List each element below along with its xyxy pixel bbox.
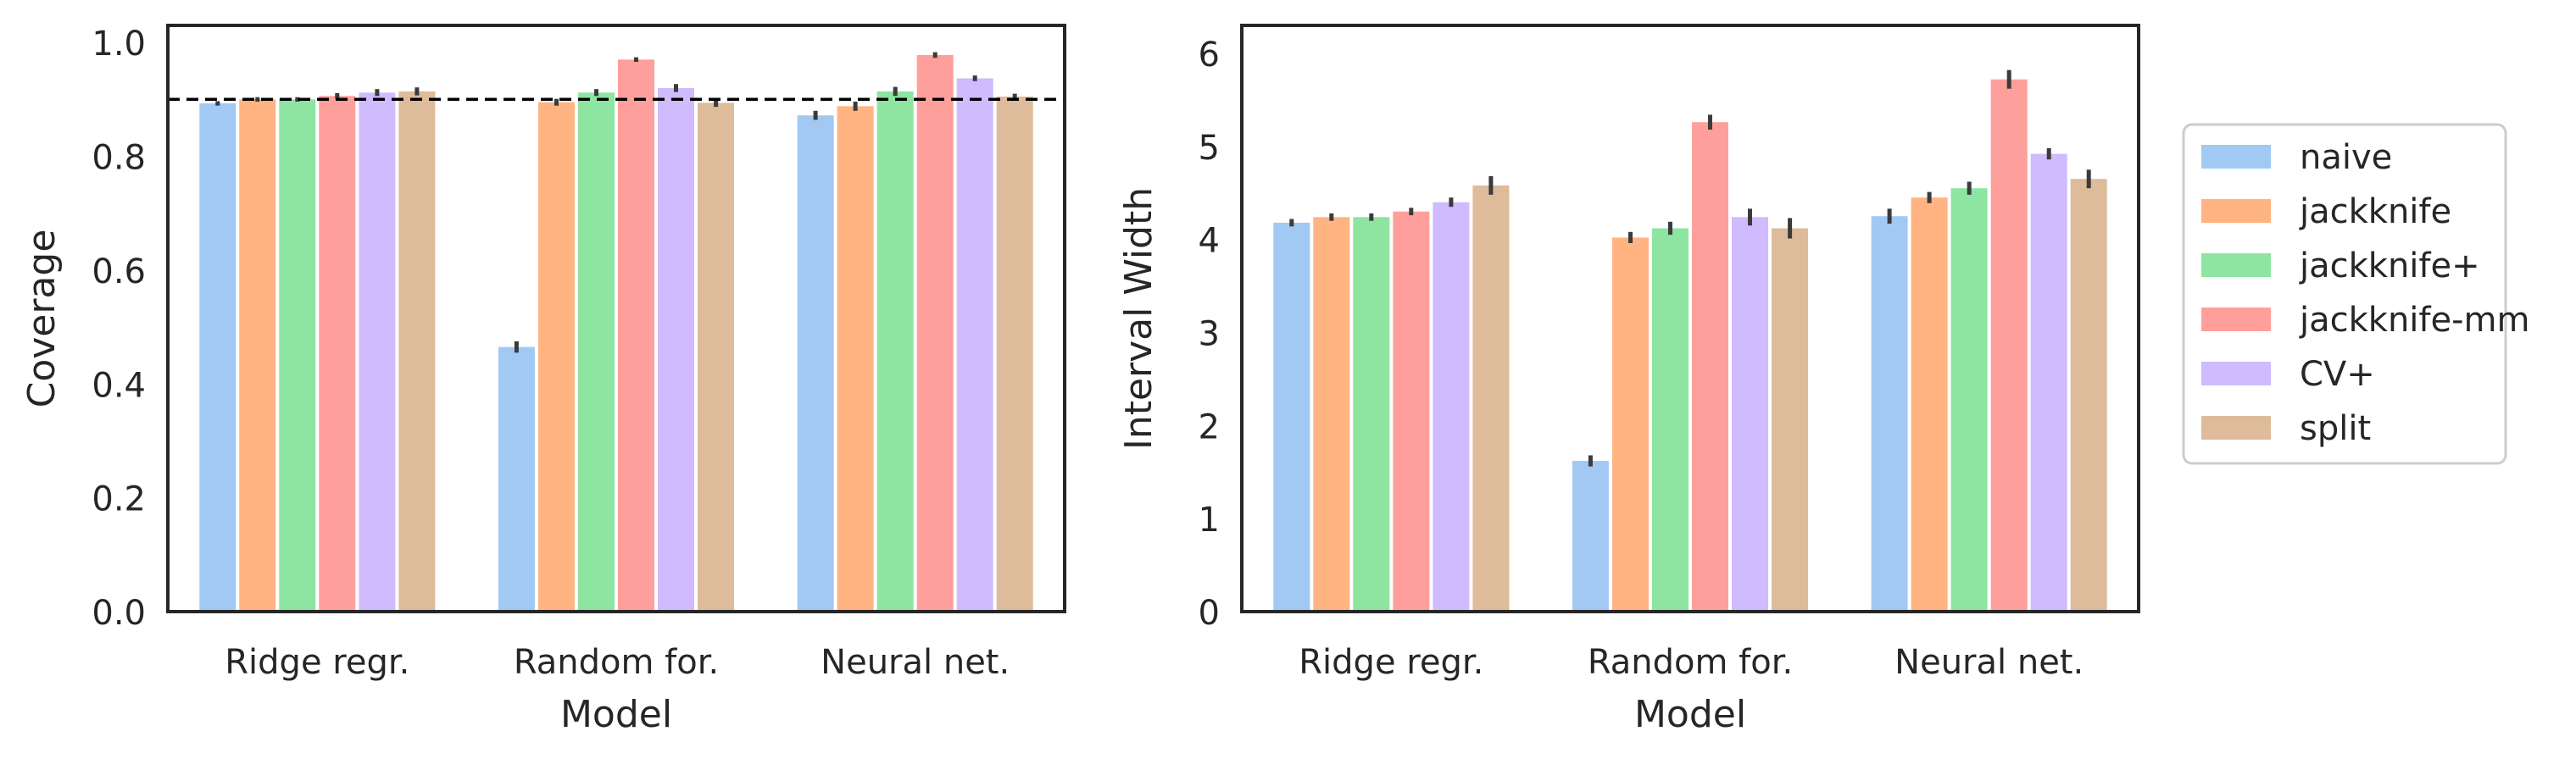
coverage-bar-naive-neural-net	[797, 115, 834, 612]
legend-label-split: split	[2300, 409, 2371, 448]
coverage-bar-jackknife-random-for	[538, 102, 575, 612]
interval-width-y-tick-label: 2	[1199, 407, 1220, 446]
interval-width-y-tick-label: 6	[1199, 36, 1220, 75]
coverage-y-tick-label: 0.6	[92, 252, 146, 291]
interval-width-bar-jackknife-mm-ridge-regr	[1393, 211, 1430, 612]
coverage-x-tick-label: Ridge regr.	[225, 643, 409, 682]
coverage-bar-cv-plus-random-for	[658, 87, 694, 612]
interval-width-bars	[1273, 79, 2107, 612]
coverage-bar-split-neural-net	[996, 97, 1033, 612]
interval-width-bar-cv-plus-ridge-regr	[1433, 202, 1470, 612]
interval-width-y-tick-label: 3	[1199, 315, 1220, 354]
interval-width-bar-split-random-for	[1772, 228, 1808, 612]
interval-width-axes-frame	[1240, 24, 2140, 613]
coverage-bar-jackknife-mm-neural-net	[916, 54, 954, 612]
interval-width-y-tick-label: 1	[1199, 501, 1220, 540]
coverage-y-ticks: 0.0 0.2 0.4 0.6 0.8 1.0	[92, 25, 146, 633]
legend-label-jackknife-mm: jackknife-mm	[2299, 301, 2529, 340]
interval-width-bar-jackknife-plus-neural-net	[1950, 188, 1988, 612]
interval-width-bar-jackknife-neural-net	[1911, 197, 1948, 612]
coverage-x-ticks: Ridge regr. Random for. Neural net.	[225, 643, 1010, 682]
coverage-bar-jackknife-plus-neural-net	[876, 91, 914, 612]
interval-width-bar-jackknife-mm-random-for	[1692, 122, 1728, 612]
coverage-y-tick-label: 0.2	[92, 480, 146, 519]
interval-width-bar-jackknife-plus-ridge-regr	[1353, 217, 1390, 612]
legend-swatch-cv-plus	[2201, 362, 2271, 385]
interval-width-bar-split-ridge-regr	[1472, 185, 1510, 612]
legend-swatch-jackknife-plus	[2201, 253, 2271, 277]
coverage-y-tick-label: 1.0	[92, 25, 146, 64]
coverage-bar-split-ridge-regr	[398, 91, 436, 612]
coverage-bar-naive-random-for	[498, 346, 535, 612]
legend-label-jackknife: jackknife	[2299, 192, 2451, 231]
coverage-axes-frame	[166, 24, 1066, 613]
interval-width-bar-jackknife-random-for	[1612, 237, 1649, 612]
legend-label-cv-plus: CV+	[2300, 355, 2375, 394]
interval-width-x-tick-label: Random for.	[1588, 643, 1793, 682]
coverage-bar-jackknife-plus-random-for	[578, 92, 615, 612]
legend-swatch-split	[2201, 416, 2271, 440]
interval-width-y-tick-label: 0	[1199, 594, 1220, 633]
coverage-bars	[199, 54, 1033, 612]
interval-width-y-axis-label: Interval Width	[1117, 187, 1160, 450]
coverage-x-tick-label: Random for.	[514, 643, 719, 682]
coverage-error-bars	[215, 52, 1017, 353]
interval-width-bar-naive-neural-net	[1871, 216, 1908, 612]
interval-width-y-tick-label: 5	[1199, 129, 1220, 168]
interval-width-x-ticks: Ridge regr. Random for. Neural net.	[1299, 643, 2084, 682]
legend-label-naive: naive	[2300, 138, 2392, 177]
coverage-bar-jackknife-mm-ridge-regr	[319, 96, 356, 612]
coverage-y-tick-label: 0.8	[92, 139, 146, 178]
coverage-bar-cv-plus-ridge-regr	[359, 92, 396, 612]
coverage-y-tick-label: 0.4	[92, 366, 146, 405]
interval-width-y-tick-label: 4	[1199, 222, 1220, 261]
interval-width-bar-jackknife-plus-random-for	[1652, 228, 1689, 612]
coverage-y-tick-label: 0.0	[92, 594, 146, 633]
interval-width-x-tick-label: Ridge regr.	[1299, 643, 1483, 682]
interval-width-x-axis-label: Model	[1634, 693, 1746, 736]
interval-width-bar-jackknife-ridge-regr	[1313, 217, 1350, 612]
coverage-bar-jackknife-neural-net	[837, 106, 874, 612]
legend-swatch-jackknife	[2201, 199, 2271, 223]
legend-swatch-jackknife-mm	[2201, 307, 2271, 331]
interval-width-bar-cv-plus-neural-net	[2030, 153, 2067, 612]
legend: naive jackknife jackknife+ jackknife-mm CV+ s…	[2182, 123, 2529, 465]
legend-entries: naive jackknife jackknife+ jackknife-mm CV+ s…	[2201, 138, 2529, 448]
interval-width-bar-naive-random-for	[1572, 461, 1609, 612]
interval-width-error-bars	[1289, 69, 2091, 467]
coverage-bar-split-random-for	[698, 102, 734, 612]
interval-width-y-ticks: 0 1 2 3 4 5 6	[1199, 36, 1220, 633]
coverage-bar-jackknife-mm-random-for	[618, 59, 654, 612]
interval-width-bar-naive-ridge-regr	[1273, 222, 1310, 612]
legend-label-jackknife-plus: jackknife+	[2299, 247, 2480, 285]
coverage-bar-jackknife-ridge-regr	[239, 99, 276, 612]
coverage-chart: 0.0 0.2 0.4 0.6 0.8 1.0 Ridge regr. Random for…	[20, 24, 1066, 736]
interval-width-chart: 0 1 2 3 4 5 6 Ridge regr. Random for. Neural net…	[1117, 24, 2140, 736]
interval-width-x-tick-label: Neural net.	[1894, 643, 2084, 682]
coverage-bar-cv-plus-neural-net	[956, 78, 993, 612]
coverage-x-axis-label: Model	[560, 693, 672, 736]
interval-width-bar-split-neural-net	[2070, 179, 2107, 612]
interval-width-bar-cv-plus-random-for	[1732, 217, 1768, 612]
coverage-bar-naive-ridge-regr	[199, 103, 236, 612]
coverage-bar-jackknife-plus-ridge-regr	[279, 99, 316, 612]
interval-width-bar-jackknife-mm-neural-net	[1990, 79, 2028, 612]
coverage-x-tick-label: Neural net.	[821, 643, 1010, 682]
coverage-y-axis-label: Coverage	[20, 230, 64, 408]
legend-swatch-naive	[2201, 145, 2271, 169]
